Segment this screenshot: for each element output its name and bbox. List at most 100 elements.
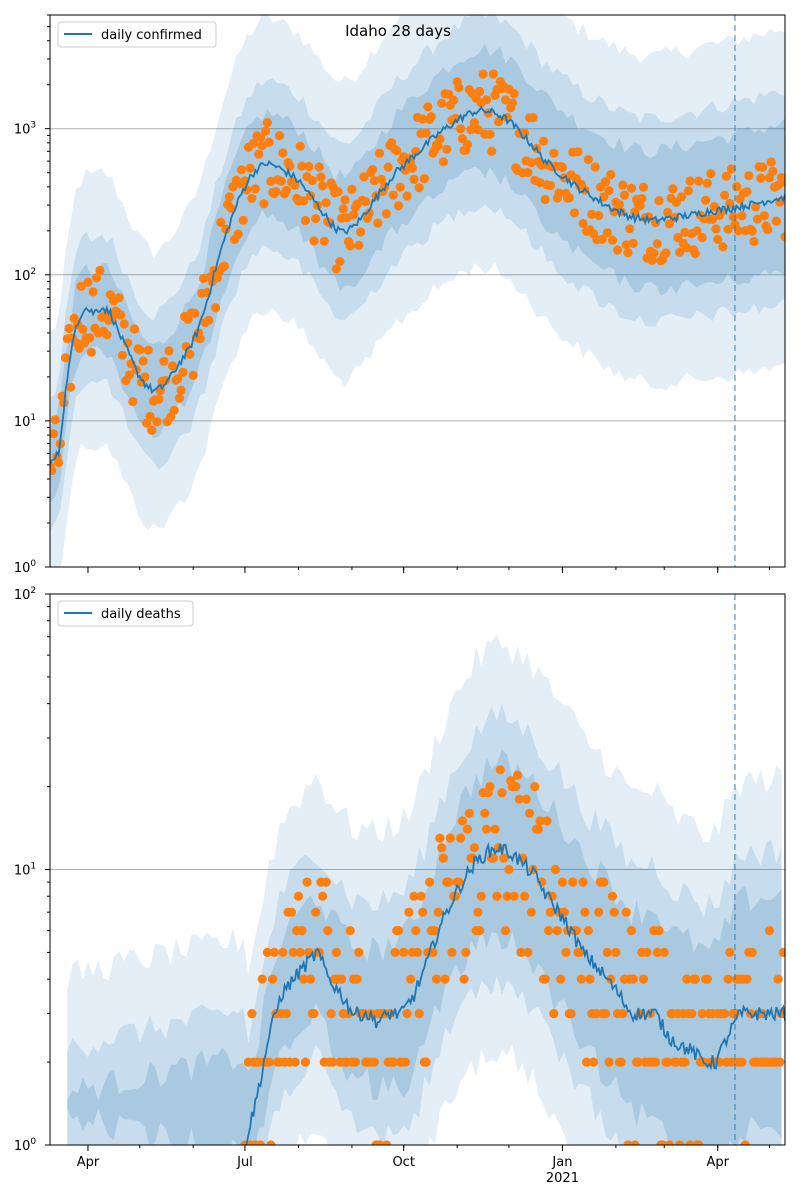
- observed-point: [530, 782, 540, 792]
- observed-point: [305, 974, 316, 984]
- observed-point: [454, 877, 464, 887]
- observed-point: [500, 926, 511, 936]
- observed-point: [349, 210, 359, 220]
- observed-point: [393, 926, 404, 936]
- observed-point: [195, 334, 205, 344]
- observed-point: [219, 261, 229, 271]
- observed-point: [54, 457, 64, 468]
- observed-point: [140, 372, 150, 382]
- observed-point: [354, 240, 364, 250]
- observed-point: [742, 974, 752, 984]
- observed-point: [402, 191, 412, 201]
- observed-point: [449, 95, 459, 105]
- observed-point: [347, 184, 357, 194]
- observed-point: [725, 947, 735, 958]
- observed-point: [521, 794, 531, 804]
- observed-point: [364, 208, 374, 218]
- band-1: [50, 15, 785, 567]
- observed-point: [485, 782, 495, 792]
- observed-point: [374, 148, 385, 158]
- observed-point: [392, 146, 402, 156]
- observed-point: [476, 891, 486, 901]
- observed-point: [300, 215, 310, 226]
- observed-point: [387, 138, 397, 148]
- observed-point: [262, 947, 272, 958]
- observed-point: [752, 214, 763, 224]
- observed-point: [475, 86, 485, 97]
- observed-point: [257, 140, 267, 151]
- observed-point: [697, 232, 707, 243]
- observed-point: [350, 1057, 360, 1067]
- y-tick-label: 100: [14, 1137, 37, 1154]
- band-2: [67, 703, 782, 1145]
- observed-point: [464, 808, 474, 818]
- y-tick-label: 100: [14, 559, 37, 576]
- observed-point: [619, 190, 630, 200]
- legend: daily confirmed: [57, 21, 217, 48]
- observed-point: [361, 197, 371, 207]
- observed-point: [290, 1057, 300, 1067]
- observed-point: [583, 926, 593, 936]
- observed-point: [295, 141, 305, 151]
- plot-area: [50, 15, 785, 567]
- observed-point: [773, 974, 783, 984]
- observed-point: [485, 129, 495, 139]
- observed-point: [652, 947, 662, 958]
- series-line: [50, 105, 785, 465]
- observed-point: [573, 147, 583, 157]
- observed-point: [468, 853, 478, 863]
- observed-point: [575, 947, 585, 958]
- observed-point: [393, 201, 404, 211]
- observed-point: [124, 370, 134, 380]
- observed-point: [374, 1140, 385, 1145]
- observed-point: [247, 193, 257, 203]
- observed-point: [323, 926, 333, 936]
- observed-point: [297, 161, 307, 171]
- observed-point: [307, 175, 317, 186]
- observed-point: [676, 192, 687, 202]
- observed-point: [780, 232, 785, 242]
- observed-point: [550, 864, 561, 875]
- observed-point: [685, 1140, 695, 1145]
- observed-point: [345, 241, 355, 251]
- observed-point: [661, 248, 671, 258]
- observed-point: [618, 1009, 628, 1019]
- observed-point: [469, 843, 479, 853]
- observed-point: [190, 308, 200, 319]
- observed-point: [683, 186, 694, 196]
- observed-point: [345, 926, 355, 936]
- observed-point: [642, 947, 652, 958]
- observed-point: [604, 1057, 614, 1067]
- observed-point: [278, 148, 288, 158]
- observed-point: [723, 224, 733, 234]
- observed-point: [116, 310, 126, 320]
- observed-point: [435, 134, 445, 144]
- observed-point: [544, 926, 554, 936]
- observed-point: [138, 356, 148, 366]
- observed-point: [720, 1009, 730, 1019]
- observed-point: [726, 1057, 737, 1067]
- observed-point: [569, 208, 580, 218]
- panel-daily-confirmed: 100 101 102 103 daily confirmed: [14, 14, 786, 576]
- observed-point: [454, 83, 464, 93]
- observed-point: [319, 236, 329, 246]
- observed-point: [255, 132, 266, 143]
- observed-point: [478, 69, 488, 79]
- observed-point: [576, 974, 587, 984]
- observed-point: [221, 224, 231, 234]
- observed-point: [381, 209, 391, 219]
- observed-point: [502, 891, 512, 901]
- observed-point: [626, 926, 637, 936]
- observed-point: [154, 394, 164, 404]
- observed-point: [537, 877, 547, 887]
- observed-point: [649, 248, 659, 258]
- observed-point: [606, 170, 616, 180]
- observed-point: [664, 1140, 674, 1145]
- observed-point: [185, 349, 195, 359]
- observed-point: [359, 172, 369, 182]
- band-3: [67, 748, 782, 1145]
- observed-point: [675, 247, 685, 257]
- observed-point: [95, 265, 105, 275]
- band-2: [50, 15, 785, 532]
- observed-point: [297, 926, 307, 936]
